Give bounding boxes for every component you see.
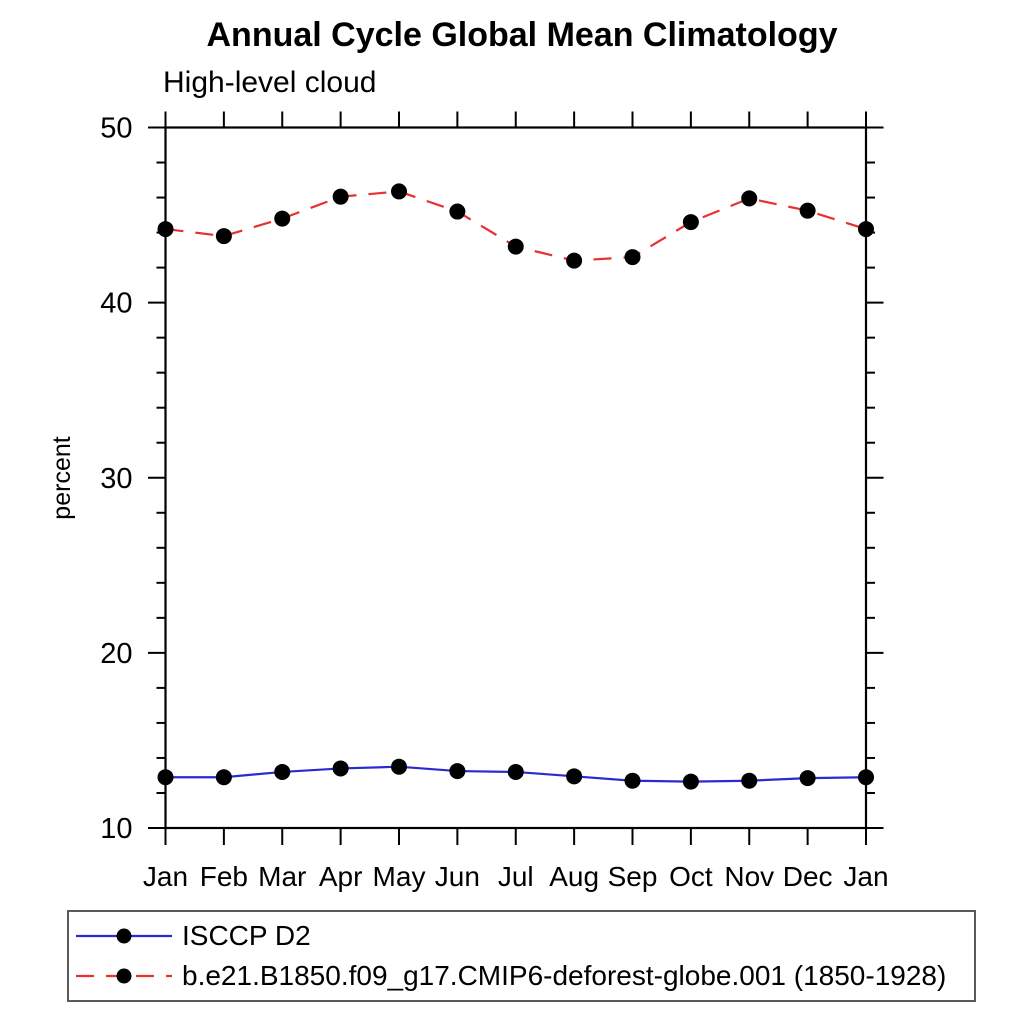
legend-line-sample	[76, 928, 172, 944]
y-axis-tick-label: 30	[100, 463, 132, 495]
series-marker-1	[799, 202, 816, 219]
x-axis-tick-label: Nov	[724, 861, 774, 892]
y-axis-tick-label: 40	[100, 288, 132, 320]
series-marker-1	[741, 190, 758, 207]
x-axis-tick-label: May	[373, 861, 426, 892]
chart-title: Annual Cycle Global Mean Climatology	[206, 16, 838, 54]
series-marker-0	[799, 770, 816, 787]
series-marker-0	[215, 769, 232, 786]
series-marker-1	[215, 228, 232, 245]
series-marker-1	[507, 238, 524, 255]
series-marker-0	[332, 760, 349, 777]
x-axis-tick-label: Oct	[669, 861, 713, 892]
x-axis-tick-label: Dec	[783, 861, 833, 892]
x-axis-tick-label: Feb	[200, 861, 248, 892]
y-axis-tick-label: 20	[100, 638, 132, 670]
series-marker-0	[741, 772, 758, 789]
series-marker-1	[274, 210, 291, 227]
series-marker-1	[858, 221, 874, 238]
series-marker-0	[624, 772, 641, 789]
y-axis-title: percent	[48, 436, 76, 519]
series-marker-0	[858, 769, 874, 786]
y-axis-tick-label: 10	[100, 813, 132, 845]
y-axis-tick-label: 50	[100, 113, 132, 145]
chart-subtitle: High-level cloud	[163, 66, 377, 99]
series-marker-1	[157, 221, 174, 238]
x-axis-tick-label: Sep	[608, 861, 658, 892]
series-marker-0	[274, 763, 291, 780]
x-axis-tick-label: Jun	[435, 861, 480, 892]
legend-item: ISCCP D2	[72, 920, 974, 952]
series-marker-0	[157, 769, 174, 786]
legend-box: ISCCP D2 b.e21.B1850.f09_g17.CMIP6-defore…	[67, 910, 976, 1002]
series-marker-0	[682, 773, 699, 790]
plot-frame	[164, 126, 868, 830]
legend-label: ISCCP D2	[182, 920, 311, 951]
series-marker-0	[391, 758, 407, 775]
series-marker-0	[507, 763, 524, 780]
series-marker-1	[566, 252, 583, 269]
series-marker-0	[566, 768, 583, 785]
x-axis-tick-label: Mar	[258, 861, 306, 892]
legend-marker-dot	[116, 968, 132, 984]
series-marker-0	[449, 763, 466, 780]
x-axis-tick-label: Jan	[143, 861, 188, 892]
series-marker-1	[682, 214, 699, 231]
series-marker-1	[624, 249, 641, 266]
legend-item: b.e21.B1850.f09_g17.CMIP6-deforest-globe…	[72, 960, 974, 992]
legend-label: b.e21.B1850.f09_g17.CMIP6-deforest-globe…	[182, 960, 947, 991]
legend-line-sample	[76, 968, 172, 984]
series-marker-1	[332, 188, 349, 205]
x-axis-tick-label: Jan	[843, 861, 888, 892]
x-axis-tick-label: Jul	[498, 861, 534, 892]
series-marker-1	[391, 183, 407, 200]
x-axis-tick-label: Apr	[319, 861, 363, 892]
x-axis-tick-label: Aug	[549, 861, 599, 892]
legend-marker-dot	[116, 928, 132, 944]
series-marker-1	[449, 203, 466, 220]
